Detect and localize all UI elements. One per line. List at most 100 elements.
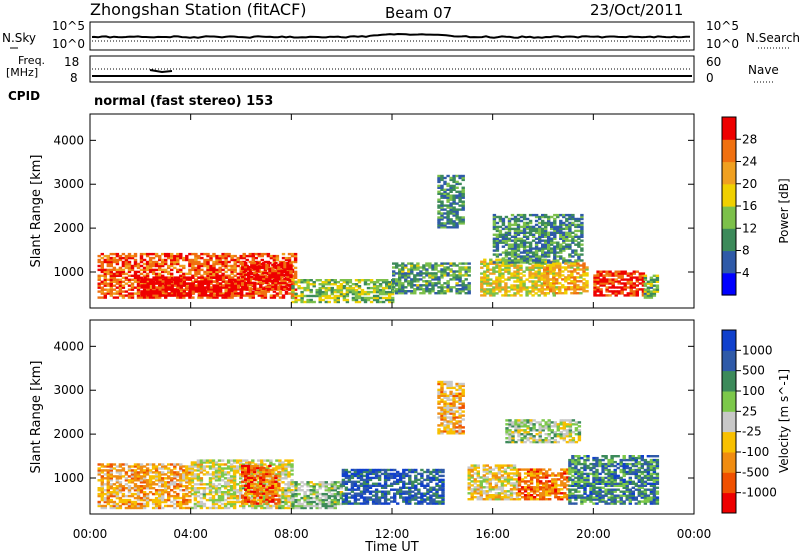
- echo-cell: [528, 221, 533, 225]
- echo-cell: [281, 494, 285, 498]
- echo-cell: [602, 282, 606, 285]
- colorbar-swatch: [722, 183, 736, 207]
- echo-cell: [309, 288, 313, 292]
- echo-cell: [646, 280, 651, 283]
- echo-cell: [130, 502, 135, 506]
- echo-cell: [347, 480, 352, 483]
- echo-cell: [495, 249, 500, 252]
- echo-cell: [297, 502, 301, 506]
- echo-cell: [154, 254, 159, 258]
- echo-cell: [507, 286, 511, 289]
- echo-cell: [236, 459, 240, 462]
- echo-cell: [268, 464, 272, 468]
- echo-cell: [130, 268, 135, 272]
- echo-cell: [208, 498, 213, 502]
- echo-cell: [106, 260, 110, 264]
- echo-cell: [467, 292, 471, 295]
- echo-cell: [336, 300, 340, 304]
- echo-cell: [158, 268, 162, 272]
- echo-cell: [413, 276, 417, 279]
- echo-cell: [106, 471, 110, 474]
- echo-cell: [455, 222, 459, 225]
- echo-cell: [161, 483, 165, 486]
- echo-cell: [259, 281, 263, 285]
- echo-cell: [531, 288, 535, 291]
- echo-cell: [259, 492, 263, 495]
- echo-cell: [582, 286, 586, 289]
- echo-cell: [344, 480, 349, 483]
- echo-cell: [546, 264, 550, 267]
- echo-cell: [350, 488, 355, 491]
- echo-cell: [170, 252, 174, 256]
- echo-cell: [115, 481, 120, 484]
- echo-cell: [127, 256, 132, 260]
- echo-cell: [176, 276, 180, 279]
- echo-cell: [274, 283, 278, 286]
- echo-cell: [103, 270, 107, 274]
- echo-cell: [272, 256, 277, 260]
- echo-cell: [217, 459, 222, 462]
- echo-cell: [580, 215, 584, 219]
- echo-cell: [516, 264, 520, 267]
- echo-cell: [182, 477, 186, 480]
- echo-cell: [244, 468, 248, 472]
- echo-cell: [410, 270, 414, 273]
- echo-cell: [127, 479, 132, 482]
- echo-cell: [121, 286, 126, 289]
- echo-cell: [528, 257, 533, 260]
- echo-cell: [522, 261, 527, 264]
- echo-cell: [158, 463, 162, 466]
- echo-cell: [632, 286, 636, 289]
- echo-cell: [269, 485, 273, 488]
- echo-cell: [226, 461, 231, 464]
- echo-cell: [571, 231, 575, 234]
- echo-cell: [206, 278, 210, 281]
- echo-cell: [136, 270, 141, 274]
- echo-cell: [580, 259, 584, 262]
- echo-cell: [541, 219, 545, 223]
- echo-cell: [103, 500, 107, 504]
- echo-cell: [121, 280, 126, 283]
- echo-cell: [519, 276, 523, 279]
- echo-cell: [170, 262, 174, 266]
- echo-cell: [306, 489, 310, 492]
- echo-cell: [294, 485, 298, 488]
- echo-cell: [237, 292, 241, 295]
- echo-cell: [176, 504, 180, 508]
- echo-cell: [339, 294, 344, 298]
- echo-cell: [136, 290, 141, 293]
- echo-cell: [538, 231, 542, 234]
- echo-cell: [97, 290, 101, 293]
- echo-cell: [425, 290, 429, 293]
- echo-cell: [416, 268, 420, 271]
- echo-cell: [103, 504, 107, 508]
- echo-cell: [167, 252, 171, 256]
- echo-cell: [167, 254, 171, 258]
- echo-cell: [534, 243, 539, 246]
- echo-cell: [281, 500, 285, 504]
- echo-cell: [268, 486, 272, 489]
- echo-cell: [161, 492, 165, 496]
- echo-cell: [151, 260, 156, 264]
- echo-cell: [398, 292, 402, 295]
- echo-cell: [277, 466, 281, 470]
- echo-cell: [537, 288, 541, 291]
- echo-cell: [194, 256, 198, 260]
- echo-cell: [525, 227, 530, 231]
- echo-cell: [278, 496, 282, 500]
- echo-cell: [233, 274, 237, 277]
- echo-cell: [263, 463, 267, 466]
- echo-cell: [256, 492, 260, 495]
- echo-cell: [341, 502, 346, 505]
- echo-cell: [203, 292, 208, 295]
- echo-cell: [256, 287, 260, 290]
- echo-cell: [142, 282, 147, 285]
- echo-cell: [437, 270, 441, 273]
- echo-cell: [241, 267, 245, 271]
- echo-cell: [312, 283, 316, 286]
- echo-cell: [547, 233, 551, 236]
- echo-cell: [344, 498, 349, 501]
- echo-cell: [176, 483, 180, 486]
- echo-cell: [388, 296, 392, 300]
- echo-cell: [309, 506, 313, 510]
